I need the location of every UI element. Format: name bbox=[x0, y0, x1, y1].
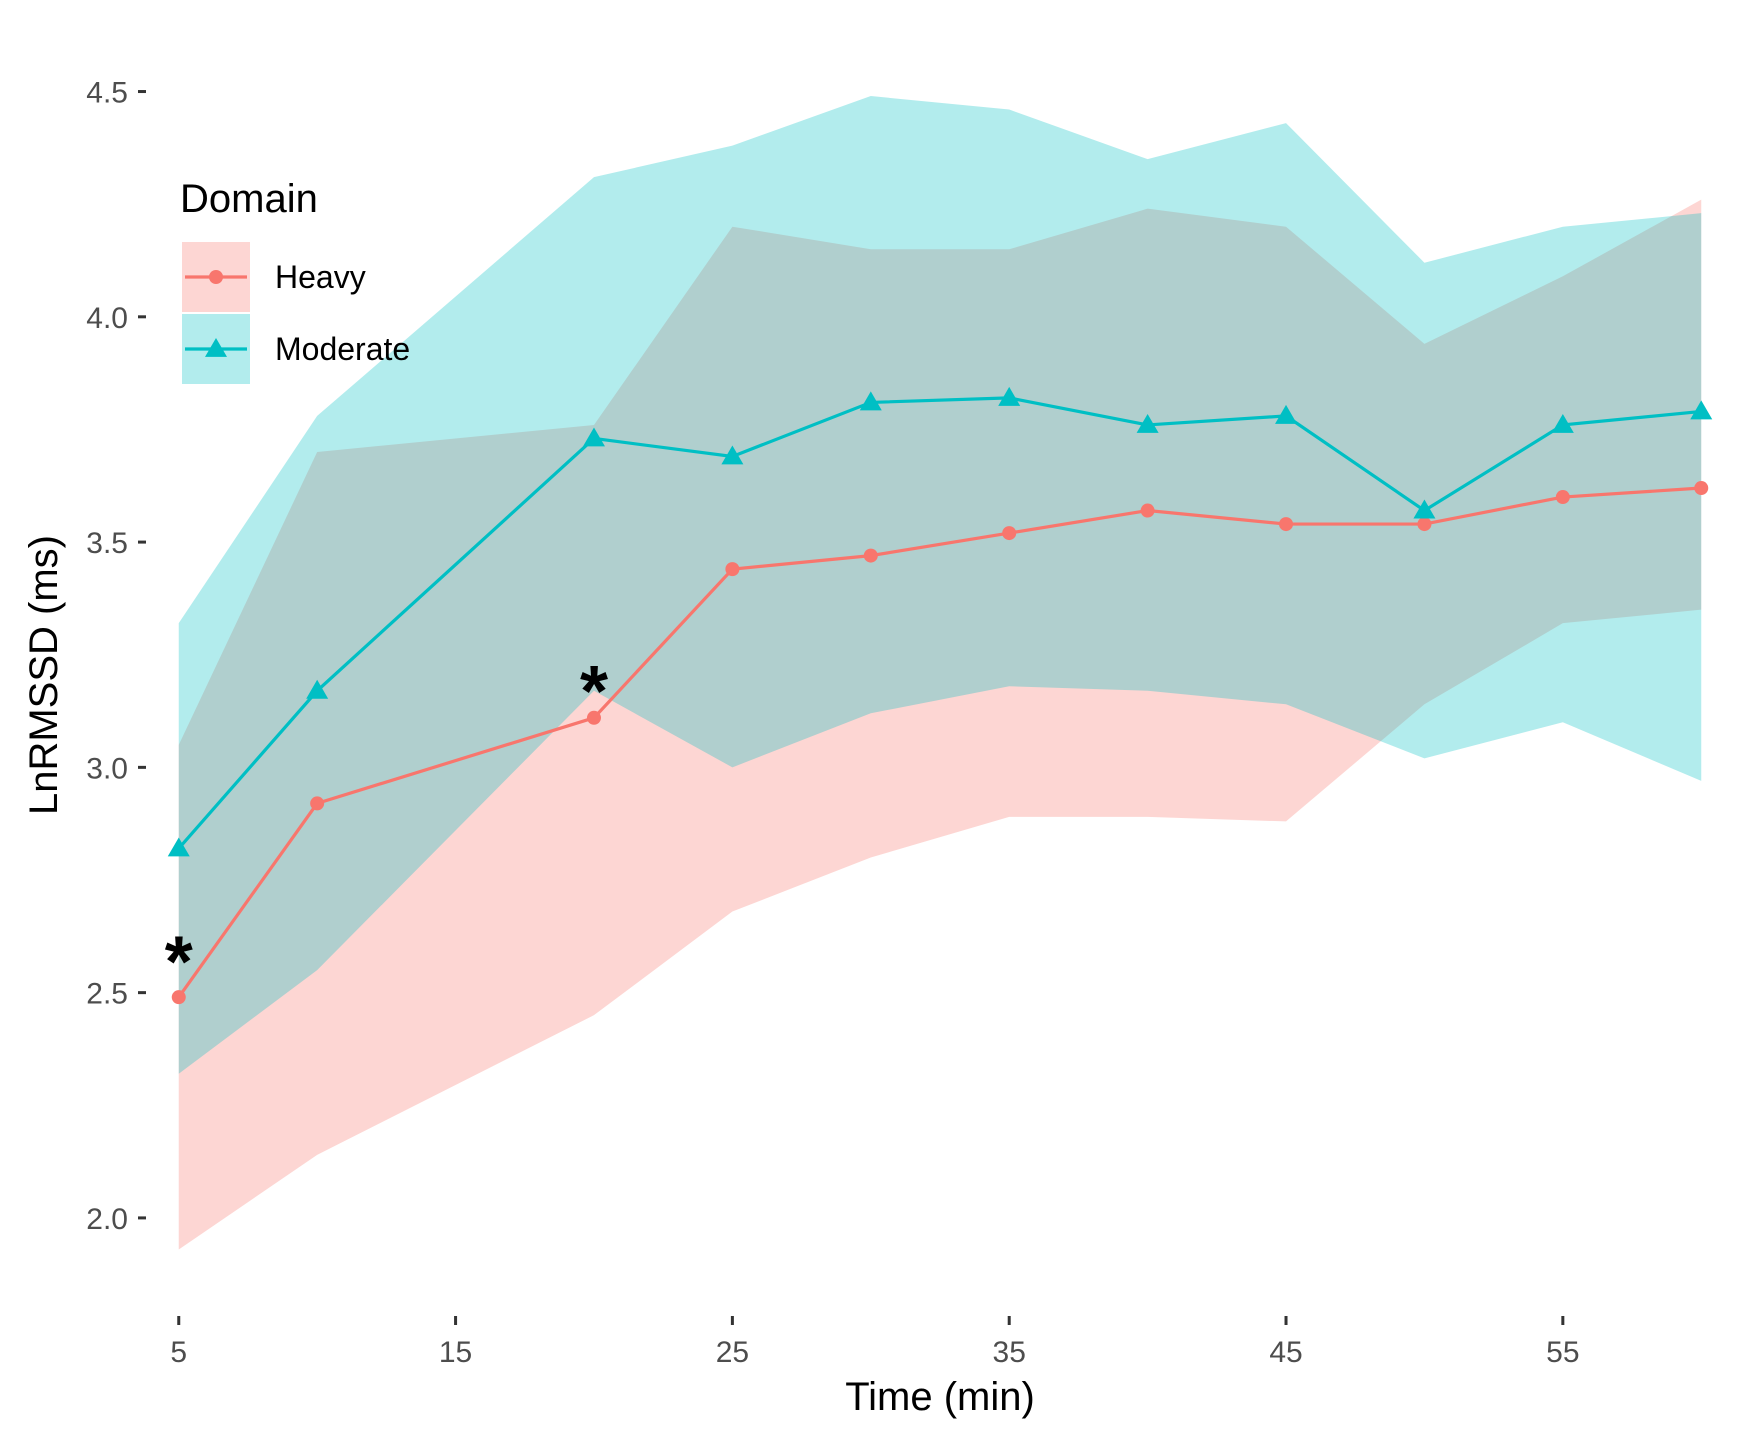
x-axis-title: Time (min) bbox=[845, 1375, 1035, 1419]
y-tick-label: 4.5 bbox=[86, 77, 128, 110]
y-tick-label: 3.0 bbox=[86, 752, 128, 785]
point-heavy-5 bbox=[171, 990, 186, 1005]
point-heavy-50 bbox=[1417, 517, 1432, 532]
point-heavy-55 bbox=[1555, 490, 1570, 505]
legend-title: Domain bbox=[180, 177, 318, 221]
y-tick-label: 2.5 bbox=[86, 978, 128, 1011]
point-heavy-45 bbox=[1279, 517, 1294, 532]
legend: Domain Heavy Moderate bbox=[180, 177, 410, 384]
x-axis: 5 15 25 35 45 55 bbox=[170, 1316, 1580, 1369]
point-moderate-50 bbox=[1413, 499, 1436, 519]
point-moderate-35 bbox=[998, 386, 1021, 406]
point-moderate-5 bbox=[167, 837, 190, 857]
legend-key-marker bbox=[209, 270, 223, 284]
series-markers bbox=[167, 386, 1713, 1005]
x-tick-label: 5 bbox=[170, 1336, 187, 1369]
annotation-asterisk-2: * bbox=[580, 652, 608, 732]
y-axis: 2.0 2.5 3.0 3.5 4.0 4.5 bbox=[86, 77, 146, 1236]
legend-item-heavy: Heavy bbox=[182, 242, 366, 312]
legend-label-heavy: Heavy bbox=[275, 259, 366, 295]
point-heavy-35 bbox=[1002, 526, 1017, 541]
x-tick-label: 35 bbox=[993, 1336, 1026, 1369]
point-heavy-60 bbox=[1694, 481, 1709, 496]
annotation-asterisk-1: * bbox=[165, 923, 193, 1003]
x-tick-label: 45 bbox=[1269, 1336, 1302, 1369]
point-moderate-40 bbox=[1136, 413, 1159, 433]
x-tick-label: 55 bbox=[1546, 1336, 1579, 1369]
point-moderate-25 bbox=[721, 445, 744, 465]
y-axis-title: LnRMSSD (ms) bbox=[22, 535, 66, 815]
point-moderate-10 bbox=[306, 679, 329, 699]
band-heavy bbox=[178, 199, 1702, 1250]
confidence-bands bbox=[178, 96, 1702, 1250]
point-heavy-20 bbox=[586, 710, 601, 725]
point-moderate-45 bbox=[1275, 404, 1298, 424]
x-tick-label: 15 bbox=[439, 1336, 472, 1369]
point-heavy-40 bbox=[1140, 503, 1155, 518]
point-moderate-55 bbox=[1551, 413, 1574, 433]
legend-item-moderate: Moderate bbox=[182, 314, 410, 384]
y-tick-label: 2.0 bbox=[86, 1203, 128, 1236]
legend-label-moderate: Moderate bbox=[275, 331, 410, 367]
significance-annotations: ** bbox=[165, 652, 608, 1002]
legend-key-marker bbox=[205, 338, 227, 357]
point-moderate-60 bbox=[1690, 400, 1713, 420]
point-moderate-20 bbox=[582, 427, 605, 447]
point-heavy-30 bbox=[863, 548, 878, 563]
point-moderate-30 bbox=[859, 391, 882, 411]
point-heavy-25 bbox=[725, 562, 740, 577]
y-tick-label: 3.5 bbox=[86, 527, 128, 560]
y-tick-label: 4.0 bbox=[86, 302, 128, 335]
point-heavy-10 bbox=[310, 796, 325, 811]
band-moderate bbox=[178, 96, 1702, 1074]
x-tick-label: 25 bbox=[716, 1336, 749, 1369]
